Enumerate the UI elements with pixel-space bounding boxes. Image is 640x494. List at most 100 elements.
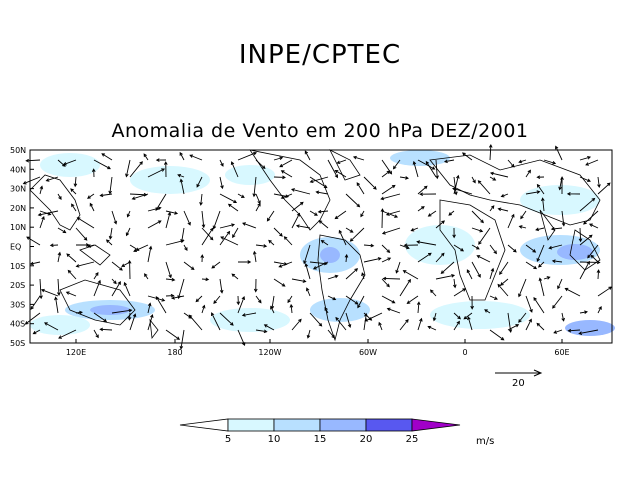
wind-arrow [93,312,108,322]
wind-arrow [270,305,275,314]
wind-arrow [177,173,185,178]
wind-arrow [560,176,564,195]
lon-tick-label: 0 [462,348,467,357]
wind-arrow [500,278,509,286]
wind-arrow [579,310,588,314]
wind-arrow [305,287,311,297]
wind-arrow [131,193,149,200]
wind-arrow [417,206,425,212]
wind-arrow [552,295,563,309]
wind-arrow [227,203,239,212]
wind-arrow [129,313,137,331]
colorbar-high-triangle [411,418,461,432]
wind-arrow [312,261,329,270]
wind-arrow [89,202,95,212]
wind-arrow [62,159,77,166]
wind-arrow [39,215,45,229]
lat-tick-label: 40S [10,320,25,329]
wind-arrow [597,305,602,314]
lon-tick-label: 120E [66,348,86,357]
wind-arrow [252,176,257,198]
wind-arrow [381,170,391,178]
wind-arrow [231,273,239,280]
wind-arrow [76,217,95,229]
wind-arrow [196,176,203,188]
wind-arrow [219,223,236,229]
wind-arrow [518,225,527,229]
wind-arrow [263,324,275,331]
wind-arrow [497,207,509,212]
wind-arrow [543,159,557,165]
wind-arrow [597,182,611,195]
wind-arrow [399,244,410,250]
wind-arrow [452,227,456,239]
colorbar-box-4 [365,418,413,432]
wind-arrow [295,224,311,229]
lat-tick-label: 40N [10,165,26,174]
wind-arrow [127,312,132,321]
wind-arrow [91,168,96,178]
colorbar: 5 10 15 20 25 m/s [179,418,494,447]
wind-arrow [57,193,62,200]
wind-arrow [179,178,185,195]
wind-arrow [129,161,143,178]
wind-arrow [147,220,162,229]
wind-arrow [29,261,41,266]
wind-arrow [287,295,293,304]
wind-arrow [183,210,191,226]
wind-arrow [518,278,527,298]
wind-arrow [467,316,473,331]
map-title: Anomalia de Vento em 200 hPa DEZ/2001 [111,120,529,142]
wind-arrow [452,187,473,195]
wind-arrow [45,176,59,182]
wind-arrow [147,302,152,314]
wind-arrow [25,158,41,163]
colorbar-level-label: 20 [360,434,373,445]
wind-arrow [345,268,359,280]
wind-arrow [195,295,203,303]
lat-tick-label: 30N [10,185,26,194]
wind-arrow [567,328,581,333]
wind-arrow [255,244,268,248]
wind-arrow [399,278,411,297]
wind-arrow [219,159,224,167]
wind-arrow [273,156,284,161]
wind-arrow [255,193,261,205]
wind-arrow [403,243,419,248]
wind-arrow [73,176,78,188]
wind-arrow [564,287,581,297]
wind-arrow [237,260,252,264]
wind-arrow [363,257,382,263]
wind-arrow [585,159,599,166]
wind-arrow [453,288,467,297]
wind-arrow [54,296,59,314]
wind-arrow [499,261,509,276]
wind-arrow [183,261,195,271]
wind-arrow [22,176,41,185]
wind-arrow [471,227,484,233]
wind-arrow [548,244,563,250]
wind-arrow [525,261,538,270]
wind-arrow [381,184,396,195]
wind-arrow [199,193,203,206]
wind-arrow [75,310,83,315]
wind-arrow [171,295,185,300]
colorbar-box-2 [273,418,321,432]
wind-arrow [210,312,221,331]
wind-arrow [165,329,181,340]
wind-arrow [536,244,545,262]
wind-arrow [597,286,613,297]
wind-arrow [579,234,593,246]
lat-tick-label: EQ [10,243,21,252]
wind-arrow [579,197,596,212]
wind-arrow [255,159,266,170]
wind-arrow [111,210,118,225]
wind-arrow [489,171,509,178]
wind-arrow [417,252,432,263]
wind-arrow [219,193,238,204]
wind-arrow [489,205,495,212]
wind-arrow [327,295,337,301]
wind-arrow [219,230,231,246]
wind-arrow [236,295,241,306]
